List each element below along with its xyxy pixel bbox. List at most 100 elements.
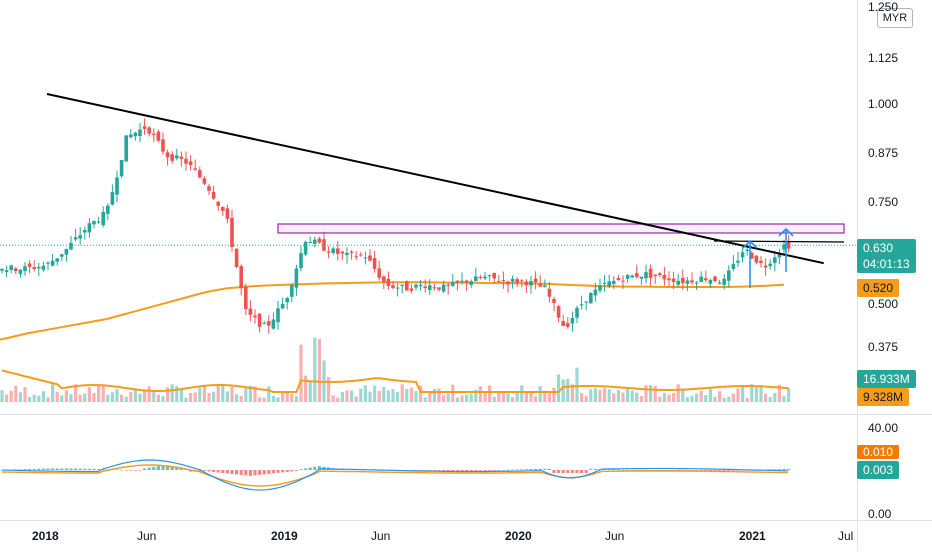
candle-body bbox=[359, 254, 363, 256]
breakout-line bbox=[713, 240, 845, 243]
candle-body bbox=[46, 262, 50, 264]
candle-body bbox=[671, 278, 676, 283]
candle-body bbox=[676, 280, 680, 285]
macd-histogram-bar bbox=[60, 468, 64, 470]
volume-bar bbox=[350, 390, 354, 402]
volume-bar bbox=[736, 388, 740, 402]
candle-body bbox=[317, 238, 322, 243]
macd-histogram-bar bbox=[561, 470, 565, 473]
volume-bar bbox=[580, 393, 584, 402]
volume-bar bbox=[649, 385, 653, 402]
macd-histogram-bar bbox=[285, 470, 289, 472]
candle-body bbox=[460, 280, 464, 282]
currency-badge[interactable]: MYR bbox=[877, 8, 913, 28]
candle-body bbox=[4, 270, 9, 273]
volume-bar bbox=[14, 385, 18, 402]
volume-bar bbox=[437, 388, 441, 402]
volume-bar bbox=[377, 391, 381, 402]
macd-histogram-bar bbox=[92, 468, 96, 470]
volume-bar bbox=[570, 384, 574, 402]
volume-bar bbox=[708, 388, 712, 402]
candle-body bbox=[257, 313, 262, 327]
candle-body bbox=[326, 251, 331, 253]
volume-bar bbox=[202, 384, 206, 402]
candle-body bbox=[161, 139, 165, 152]
macd-histogram-bar bbox=[529, 469, 533, 470]
volume-bar bbox=[782, 396, 786, 402]
macd-tick-label: 0.00 bbox=[868, 507, 892, 521]
candle-body bbox=[175, 155, 179, 159]
candle-body bbox=[267, 321, 271, 326]
volume-bar bbox=[60, 395, 64, 402]
volume-bar bbox=[106, 394, 110, 402]
macd-histogram-bar bbox=[276, 470, 280, 473]
candle-body bbox=[699, 276, 703, 282]
time-tick-label: Jun bbox=[371, 529, 391, 543]
volume-bar bbox=[616, 390, 620, 402]
candle-body bbox=[529, 281, 533, 286]
volume-bar bbox=[607, 389, 611, 402]
candle-body bbox=[294, 268, 299, 288]
candle-body bbox=[322, 239, 326, 251]
moving-average-tag: 0.520 bbox=[857, 279, 900, 297]
macd-histogram-bar bbox=[621, 469, 625, 471]
volume-bar bbox=[83, 393, 87, 402]
macd-histogram-bar bbox=[455, 470, 459, 472]
macd-histogram-bar bbox=[538, 468, 542, 470]
candle-body bbox=[418, 284, 423, 287]
pane-separator bbox=[0, 414, 932, 415]
candle-body bbox=[579, 304, 584, 306]
candle-body bbox=[763, 265, 768, 268]
macd-histogram-bar bbox=[138, 470, 142, 471]
volume-bar bbox=[428, 391, 432, 402]
volume-bar bbox=[750, 384, 754, 402]
macd-histogram-bar bbox=[580, 470, 584, 473]
volume-bar bbox=[23, 387, 27, 402]
candle-body bbox=[750, 252, 754, 259]
volume-bar bbox=[409, 387, 413, 402]
candle-body bbox=[9, 265, 13, 270]
volume-bar bbox=[212, 391, 216, 402]
volume-bar bbox=[584, 395, 588, 402]
volume-bar bbox=[133, 388, 137, 402]
candle-body bbox=[216, 201, 220, 206]
macd-line bbox=[1, 459, 789, 491]
candle-body bbox=[207, 186, 211, 191]
candle-body bbox=[524, 281, 529, 286]
volume-tag: 16.933M bbox=[857, 370, 916, 388]
macd-histogram-bar bbox=[78, 468, 82, 470]
macd-histogram-bar bbox=[736, 470, 740, 471]
macd-histogram-bar bbox=[451, 470, 455, 472]
volume-bar bbox=[110, 392, 114, 402]
macd-histogram-bar bbox=[166, 465, 170, 470]
volume-bar bbox=[644, 385, 648, 402]
candle-body bbox=[124, 135, 128, 162]
volume-bar bbox=[120, 394, 124, 402]
volume-bar bbox=[184, 397, 188, 402]
volume-bar bbox=[731, 393, 735, 402]
volume-bar bbox=[529, 392, 533, 402]
macd-histogram-bar bbox=[488, 470, 492, 471]
candle-body bbox=[405, 281, 409, 291]
volume-bar bbox=[506, 393, 510, 402]
volume-bar bbox=[175, 386, 179, 402]
macd-histogram-bar bbox=[474, 470, 478, 471]
candle-body bbox=[262, 323, 266, 325]
macd-histogram-bar bbox=[497, 470, 501, 471]
macd-histogram-bar bbox=[570, 470, 574, 473]
volume-bar bbox=[97, 385, 101, 402]
macd-histogram-bar bbox=[14, 469, 18, 470]
volume-bar bbox=[221, 385, 225, 402]
price-tick-label: 0.750 bbox=[868, 195, 899, 209]
candle-body bbox=[299, 253, 303, 269]
macd-histogram-bar bbox=[235, 470, 239, 475]
volume-bar bbox=[129, 392, 133, 402]
candle-body bbox=[681, 278, 685, 284]
candle-body bbox=[313, 239, 317, 244]
macd-histogram-bar bbox=[515, 469, 519, 471]
macd-histogram-bar bbox=[626, 470, 630, 471]
volume-bar bbox=[64, 390, 68, 402]
candle-body bbox=[667, 278, 671, 281]
